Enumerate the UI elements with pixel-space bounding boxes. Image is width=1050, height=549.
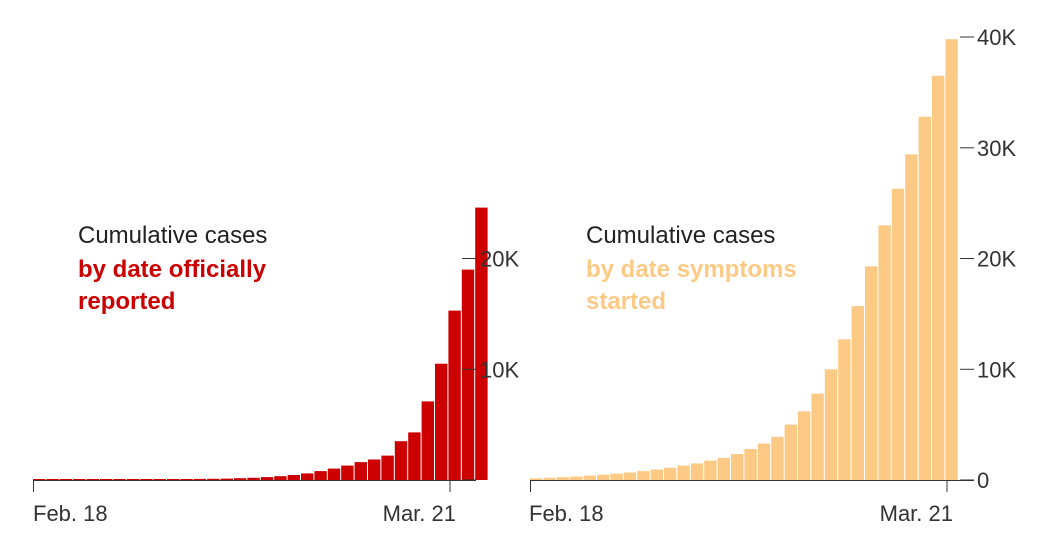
bar-16: [744, 449, 757, 480]
y-tick-label-1: 10K: [977, 357, 1016, 382]
bar-5: [100, 479, 113, 480]
annotation-line3: reported: [78, 288, 175, 315]
x-label-start: Feb. 18: [33, 501, 108, 526]
y-tick-label-3: 30K: [977, 136, 1016, 161]
bar-15: [731, 454, 744, 480]
x-label-start: Feb. 18: [529, 501, 604, 526]
bar-21: [314, 471, 327, 480]
bar-11: [677, 465, 690, 480]
bar-5: [597, 474, 610, 480]
bar-23: [838, 339, 851, 480]
bar-12: [193, 478, 207, 480]
bar-11: [180, 479, 193, 480]
bar-22: [327, 468, 341, 480]
bar-13: [207, 478, 220, 480]
bar-7: [623, 472, 637, 480]
bar-30: [932, 75, 945, 481]
x-label-end: Mar. 21: [880, 501, 953, 526]
bar-18: [771, 436, 784, 480]
bar-32: [461, 269, 475, 480]
x-label-end: Mar. 21: [383, 501, 456, 526]
bar-3: [570, 476, 583, 480]
bar-27: [394, 441, 408, 480]
bar-17: [260, 477, 274, 480]
bar-0: [33, 479, 46, 480]
axis-group: 10K 20K: [33, 247, 519, 492]
bar-28: [408, 432, 421, 480]
bar-1: [543, 477, 556, 480]
bar-33: [475, 207, 488, 480]
annotation-line1: Cumulative cases: [586, 222, 775, 249]
annotation-line2: by date officially: [78, 256, 267, 283]
bar-3: [73, 479, 86, 480]
bar-22: [824, 369, 838, 481]
bar-13: [704, 460, 717, 480]
bar-23: [341, 465, 354, 480]
bar-8: [637, 471, 650, 480]
axis-group: 0 10K 20K 30K 40K: [530, 25, 1016, 493]
bar-30: [435, 363, 448, 480]
bar-29: [421, 401, 434, 480]
annotation-line1: Cumulative cases: [78, 222, 267, 249]
y-tick-label-2: 20K: [480, 247, 519, 272]
chart-panel-symptoms: 0 10K 20K 30K 40K Cumulative cases by date s…: [529, 25, 1016, 526]
bar-4: [86, 479, 99, 480]
bar-0: [530, 478, 543, 480]
y-tick-label-2: 20K: [977, 247, 1016, 272]
bar-14: [717, 457, 730, 480]
y-tick-label-1: 10K: [480, 357, 519, 382]
bar-10: [664, 467, 677, 480]
bar-15: [234, 478, 247, 480]
bar-6: [113, 479, 126, 480]
bar-18: [274, 476, 287, 480]
bar-7: [126, 479, 140, 480]
bar-27: [891, 188, 905, 480]
bar-2: [59, 479, 73, 480]
bar-28: [905, 154, 918, 480]
bar-29: [918, 116, 931, 480]
bar-9: [153, 479, 166, 480]
bar-31: [945, 39, 958, 480]
bars-group: [33, 207, 488, 480]
bar-14: [220, 478, 233, 480]
bar-19: [287, 475, 300, 480]
y-tick-label-0: 0: [977, 468, 989, 493]
bar-21: [811, 393, 824, 480]
bar-8: [140, 479, 153, 480]
bars-group: [530, 39, 958, 481]
chart-panel-reported: 10K 20K Cumulative cases by date official…: [33, 207, 519, 526]
y-tick-label-4: 40K: [977, 25, 1016, 50]
bar-25: [865, 266, 878, 480]
bar-26: [878, 225, 891, 480]
bar-1: [46, 479, 59, 480]
bar-24: [851, 306, 864, 480]
bar-26: [381, 455, 394, 480]
bar-19: [784, 424, 797, 480]
bar-9: [650, 469, 663, 480]
annotation-line2: by date symptoms: [586, 256, 797, 283]
bar-6: [610, 473, 623, 480]
bar-12: [690, 463, 704, 480]
bar-17: [757, 443, 771, 480]
bar-4: [583, 475, 596, 480]
bar-31: [448, 310, 461, 480]
bar-10: [167, 479, 180, 480]
bar-16: [247, 477, 260, 480]
bar-20: [301, 473, 314, 480]
bar-2: [556, 477, 570, 480]
bar-24: [354, 462, 367, 480]
annotation-line3: started: [586, 288, 666, 315]
bar-25: [368, 459, 381, 480]
bar-20: [798, 411, 811, 480]
